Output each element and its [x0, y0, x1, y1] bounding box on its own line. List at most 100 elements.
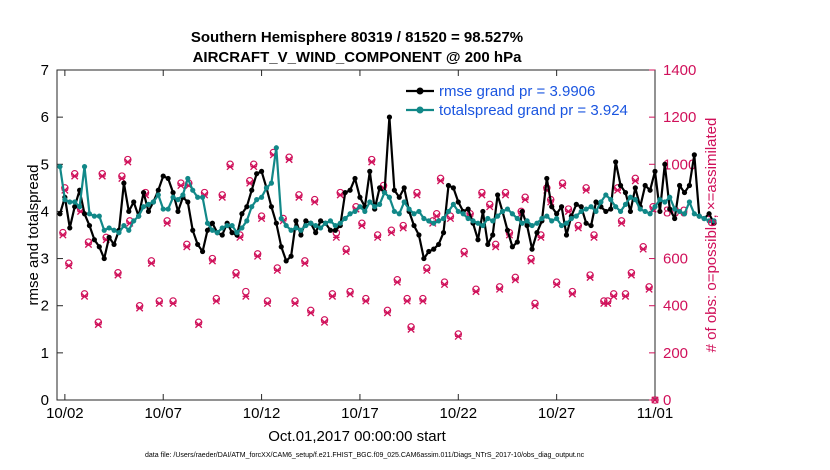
- obs-assimilated-point: [342, 247, 350, 256]
- totalspread-point: [563, 220, 570, 226]
- rmse-point: [140, 189, 147, 196]
- totalspread-point: [244, 218, 250, 224]
- legend: rmse grand pr = 3.9906 totalspread grand …: [406, 83, 628, 119]
- totalspread-point: [229, 222, 235, 229]
- obs-assimilated-point: [273, 266, 281, 275]
- totalspread-point: [519, 220, 525, 226]
- rmse-point: [662, 161, 668, 167]
- totalspread-point: [317, 225, 324, 231]
- totalspread-point: [140, 204, 147, 210]
- obs-assimilated-point: [537, 233, 545, 242]
- totalspread-point: [470, 218, 476, 224]
- x-tick-label: 11/01: [637, 405, 673, 422]
- totalspread-point: [77, 204, 83, 210]
- obs-assimilated-point: [631, 177, 639, 185]
- rmse-point: [209, 220, 216, 226]
- rmse-point: [495, 192, 501, 198]
- totalspread-point: [234, 230, 240, 236]
- totalspread-point: [691, 211, 697, 217]
- obs-assimilated-point: [460, 250, 468, 258]
- totalspread-point: [421, 215, 427, 222]
- totalspread-point: [603, 192, 609, 198]
- obs-assimilated-point: [373, 233, 382, 242]
- rmse-point: [386, 114, 393, 120]
- totalspread-point: [249, 204, 255, 210]
- rmse-point: [583, 220, 589, 226]
- obs-assimilated-point: [407, 325, 415, 333]
- obs-assimilated-point: [80, 292, 89, 300]
- totalspread-point: [273, 145, 279, 151]
- totalspread-point: [411, 211, 417, 217]
- obs-assimilated-point: [413, 191, 421, 199]
- totalspread-point: [509, 211, 515, 217]
- rmse-point: [111, 241, 117, 248]
- totalspread-point: [460, 211, 466, 217]
- x-tick-label: 10/07: [144, 405, 182, 422]
- totalspread-point: [490, 218, 496, 224]
- obs-assimilated-point: [387, 228, 396, 237]
- rmse-point: [131, 199, 137, 205]
- x-tick-label: 10/02: [46, 405, 84, 422]
- totalspread-point: [377, 201, 383, 207]
- rmse-point: [411, 222, 417, 229]
- obs-assimilated-point: [291, 299, 299, 308]
- rmse-point: [303, 218, 309, 224]
- rmse-point: [155, 187, 161, 193]
- totalspread-point: [431, 220, 437, 226]
- rmse-point: [554, 211, 560, 217]
- totalspread-point: [426, 218, 432, 224]
- rmse-point: [558, 204, 565, 210]
- rmse-point: [603, 208, 609, 215]
- totalspread-point: [293, 225, 299, 231]
- y-tick-label: 5: [41, 156, 49, 173]
- rmse-point: [544, 175, 550, 182]
- totalspread-point: [209, 227, 216, 233]
- totalspread-point: [175, 197, 181, 203]
- totalspread-point: [588, 204, 594, 210]
- rmse-point: [332, 227, 338, 233]
- x-tick-label: 10/17: [341, 405, 379, 422]
- totalspread-point: [450, 201, 456, 207]
- totalspread-point: [662, 199, 668, 205]
- rmse-point: [175, 208, 181, 215]
- y-right-tick-label: 200: [663, 345, 688, 362]
- legend-entry: totalspread grand pr = 3.924: [406, 102, 628, 119]
- totalspread-point: [362, 208, 368, 215]
- y-tick-label: 2: [41, 298, 49, 315]
- totalspread-point: [711, 218, 717, 224]
- obs-assimilated-point: [226, 162, 234, 171]
- totalspread-point: [165, 206, 171, 212]
- y-axis-right-label: # of obs: o=possible; ×=assimilated: [703, 118, 720, 353]
- totalspread-point: [524, 218, 530, 224]
- totalspread-point: [337, 220, 343, 226]
- rmse-point: [578, 204, 584, 210]
- totalspread-point: [534, 220, 540, 226]
- rmse-point: [549, 204, 555, 210]
- x-tick-label: 10/22: [440, 405, 478, 422]
- rmse-point: [367, 168, 373, 174]
- rmse-point: [288, 253, 294, 259]
- totalspread-point: [136, 213, 142, 219]
- obs-assimilated-point: [604, 299, 612, 308]
- rmse-point: [706, 211, 712, 217]
- totalspread-point: [86, 211, 93, 217]
- totalspread-point: [204, 220, 211, 226]
- totalspread-point: [583, 206, 589, 212]
- rmse-point: [121, 180, 127, 186]
- rmse-point: [352, 175, 358, 182]
- line-series: [57, 114, 717, 264]
- totalspread-point: [96, 213, 102, 219]
- rmse-point: [504, 227, 511, 233]
- obs-assimilated-point: [155, 299, 163, 308]
- rmse-point: [465, 206, 471, 212]
- totalspread-point: [485, 215, 491, 222]
- x-axis-label: Oct.01,2017 00:00:00 start: [268, 428, 446, 445]
- totalspread-point: [303, 222, 309, 229]
- legend-label: totalspread grand pr = 3.924: [439, 102, 628, 119]
- rmse-point: [519, 208, 525, 215]
- rmse-point: [534, 230, 540, 236]
- totalspread-point: [632, 197, 638, 203]
- obs-assimilated-point: [383, 309, 392, 317]
- totalspread-point: [288, 227, 294, 233]
- obs-count-series: [59, 148, 659, 404]
